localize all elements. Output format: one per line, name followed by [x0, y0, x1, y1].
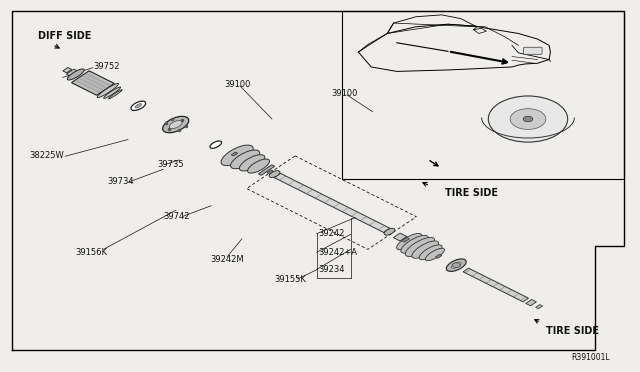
Text: TIRE SIDE: TIRE SIDE [445, 188, 498, 198]
Ellipse shape [135, 104, 141, 108]
Text: 39234: 39234 [319, 265, 345, 274]
Bar [267, 170, 273, 174]
Ellipse shape [97, 83, 118, 98]
Ellipse shape [412, 241, 438, 258]
Ellipse shape [401, 235, 428, 253]
Ellipse shape [446, 259, 466, 272]
Bar [72, 71, 115, 95]
Bar [463, 268, 529, 302]
Bar [67, 69, 79, 77]
Text: 39100: 39100 [332, 89, 358, 98]
Text: 38225W: 38225W [29, 151, 64, 160]
Text: 39242M: 39242M [210, 255, 244, 264]
Ellipse shape [67, 69, 84, 80]
Text: 39100: 39100 [224, 80, 250, 89]
Ellipse shape [239, 155, 265, 171]
Text: 39242+A: 39242+A [319, 248, 358, 257]
Text: 39734: 39734 [108, 177, 134, 186]
Text: 39735: 39735 [157, 160, 184, 169]
Ellipse shape [131, 101, 146, 110]
Text: 39242: 39242 [319, 229, 345, 238]
Bar [76, 80, 100, 93]
Bar [63, 67, 72, 73]
Ellipse shape [109, 90, 122, 99]
Ellipse shape [230, 150, 260, 169]
Ellipse shape [419, 245, 442, 260]
Ellipse shape [248, 159, 269, 173]
Text: 39155K: 39155K [274, 275, 306, 283]
Circle shape [488, 96, 568, 142]
Bar [231, 152, 238, 156]
Text: 39742: 39742 [163, 212, 189, 221]
Bar [525, 299, 536, 306]
Text: TIRE SIDE: TIRE SIDE [546, 326, 599, 336]
Bar [259, 165, 275, 175]
Bar [79, 78, 104, 90]
Ellipse shape [269, 171, 280, 177]
Ellipse shape [426, 248, 444, 261]
Text: 39156K: 39156K [76, 248, 108, 257]
FancyBboxPatch shape [524, 47, 542, 54]
Bar [82, 76, 107, 88]
Ellipse shape [397, 233, 422, 250]
Bar [536, 305, 543, 309]
Ellipse shape [210, 141, 221, 148]
Bar [401, 237, 410, 242]
Ellipse shape [451, 262, 461, 268]
Ellipse shape [405, 237, 435, 256]
Bar [85, 73, 110, 86]
Ellipse shape [104, 87, 120, 98]
Ellipse shape [221, 145, 253, 166]
Bar [394, 233, 407, 241]
Text: 39752: 39752 [93, 62, 119, 71]
Text: DIFF SIDE: DIFF SIDE [38, 32, 92, 41]
Bar [274, 173, 390, 232]
Ellipse shape [163, 116, 189, 133]
Ellipse shape [384, 228, 395, 235]
Circle shape [510, 109, 546, 129]
Ellipse shape [170, 121, 182, 129]
Circle shape [524, 116, 532, 122]
Text: R391001L: R391001L [572, 353, 610, 362]
Bar [435, 254, 442, 258]
Circle shape [452, 263, 460, 267]
